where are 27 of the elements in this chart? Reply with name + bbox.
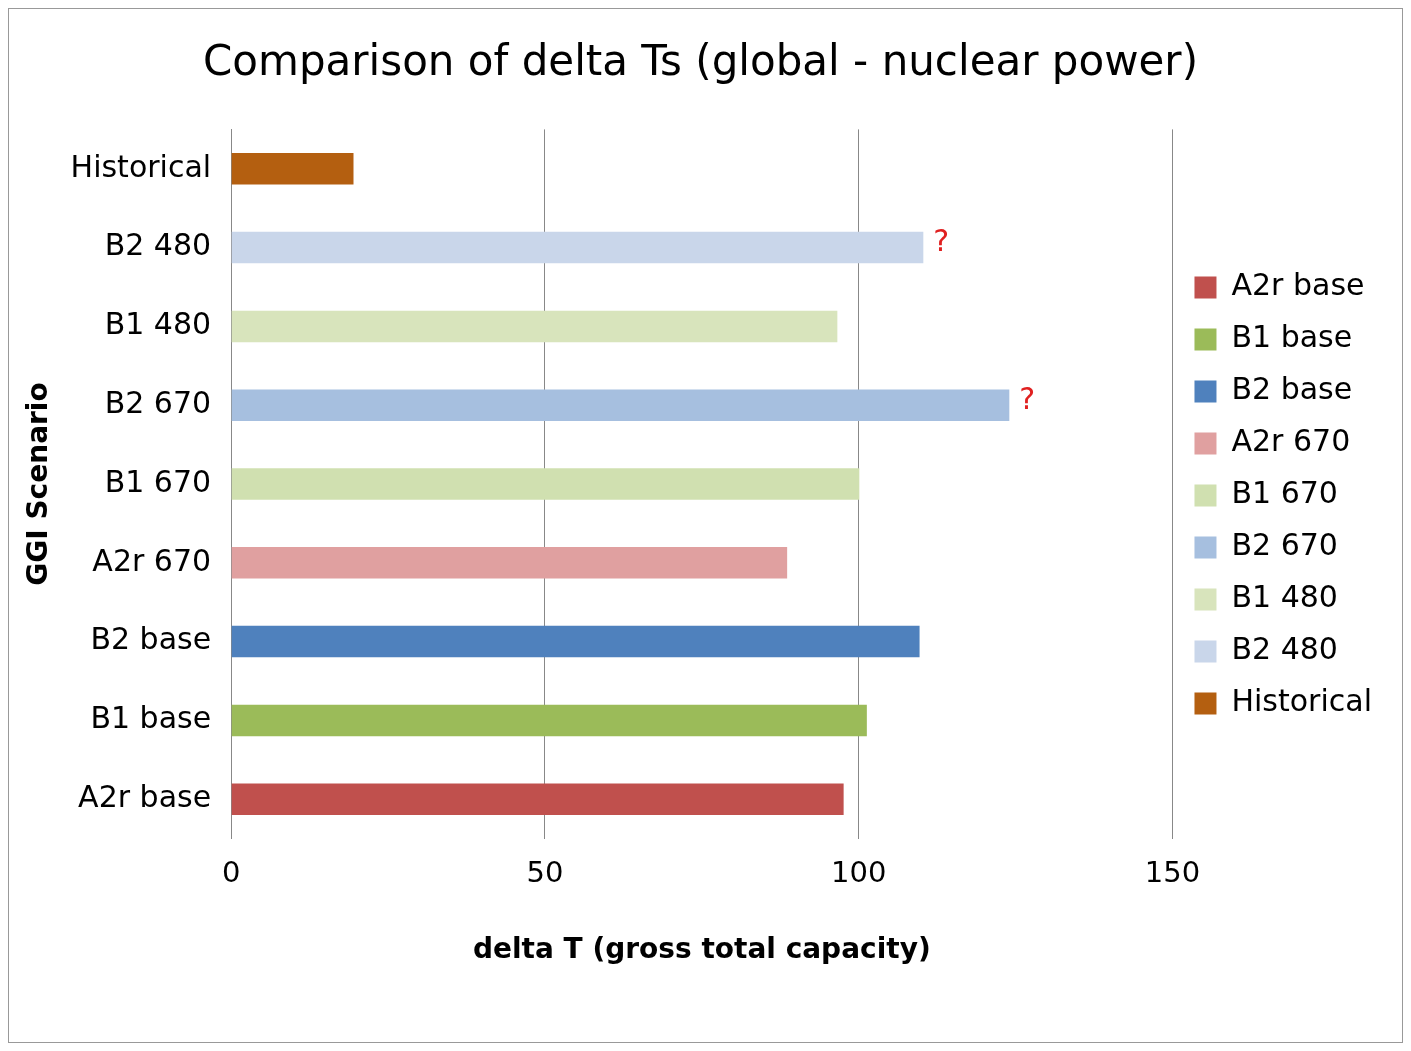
- y-tick-label: A2r base: [78, 779, 212, 814]
- x-tick-label: 150: [1144, 854, 1201, 889]
- annotation: ?: [1019, 381, 1036, 416]
- legend-label: B1 480: [1231, 579, 1338, 615]
- y-tick-label: B1 480: [104, 306, 212, 342]
- legend-label: A2r base: [1231, 267, 1365, 303]
- chart-title: Comparison of delta Ts (global - nuclear power): [202, 36, 1199, 86]
- legend-label: B2 480: [1231, 631, 1338, 667]
- y-tick-label: B1 670: [104, 463, 212, 499]
- legend-label: B1 670: [1231, 475, 1338, 511]
- legend-label: Historical: [1231, 683, 1373, 719]
- x-tick-label: 50: [526, 854, 564, 889]
- y-tick-label: B2 670: [104, 385, 212, 420]
- y-tick-label: B2 480: [104, 227, 212, 263]
- y-tick-label: Historical: [70, 148, 212, 184]
- y-axis-title: GGI Scenario: [21, 382, 55, 586]
- legend-label: B2 base: [1231, 371, 1353, 407]
- x-axis-title: delta T (gross total capacity): [472, 932, 931, 966]
- annotation: ?: [933, 223, 950, 259]
- y-tick-label: B2 base: [90, 621, 212, 657]
- x-tick-label: 0: [221, 854, 241, 889]
- legend-label: A2r 670: [1231, 423, 1351, 459]
- y-tick-label: A2r 670: [92, 542, 212, 578]
- legend-label: B2 670: [1231, 527, 1338, 563]
- legend-label: B1 base: [1231, 319, 1353, 355]
- y-tick-label: B1 base: [90, 700, 212, 736]
- x-tick-label: 100: [831, 854, 887, 889]
